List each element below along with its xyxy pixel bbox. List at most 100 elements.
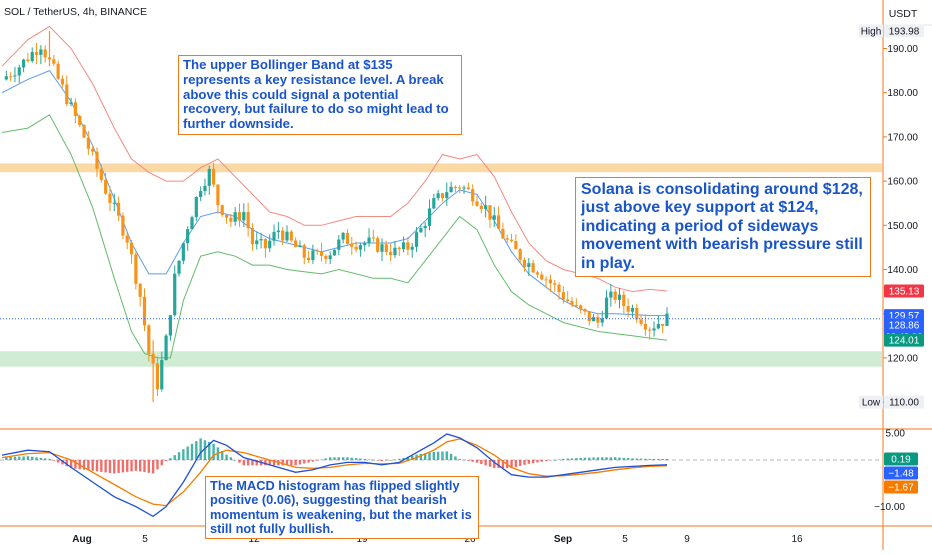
candle-body — [242, 212, 246, 221]
candle — [544, 276, 548, 288]
candle — [401, 236, 406, 253]
histogram-bar — [65, 460, 68, 467]
histogram-bar — [579, 457, 582, 460]
histogram-bar — [583, 457, 587, 460]
price-tag-value: 110.00 — [889, 398, 919, 409]
price-tag-label: Low — [862, 398, 881, 409]
histogram-bar — [419, 453, 423, 460]
candle — [341, 231, 345, 244]
histogram-bar — [242, 460, 246, 466]
candle-body — [34, 52, 39, 55]
candle — [367, 228, 371, 247]
histogram-bar — [143, 460, 146, 473]
candle-body — [142, 296, 147, 326]
price-tag-value: 128.86 — [889, 320, 920, 331]
candle — [557, 282, 561, 300]
candle-body — [423, 225, 427, 229]
candle — [237, 203, 242, 227]
candle — [263, 238, 268, 258]
histogram-bar — [648, 458, 651, 460]
histogram-bar — [609, 457, 613, 460]
candle-body — [505, 238, 509, 240]
histogram-bar — [43, 458, 47, 460]
candle — [600, 310, 604, 327]
candle-body — [285, 231, 289, 241]
histogram-bar — [264, 460, 267, 466]
candle — [181, 242, 185, 265]
candle — [479, 202, 483, 214]
candle — [661, 323, 665, 334]
candle-body — [216, 184, 220, 206]
histogram-bar — [108, 460, 112, 473]
histogram-bar — [251, 460, 254, 466]
histogram-bar — [665, 458, 669, 460]
candle — [492, 207, 496, 227]
histogram-bar — [475, 460, 479, 463]
histogram-bar — [406, 456, 410, 460]
candle — [363, 240, 367, 252]
histogram-bar — [484, 460, 487, 466]
candle-body — [39, 49, 43, 55]
histogram-bar — [592, 457, 595, 460]
macd-value-text: −1.48 — [888, 469, 914, 480]
candle — [462, 185, 466, 194]
candle-body — [104, 180, 108, 194]
candle-body — [9, 76, 13, 78]
candle — [207, 165, 211, 195]
candle-body — [432, 198, 436, 209]
macd-line — [1, 433, 668, 518]
candle-body — [263, 238, 268, 249]
candle — [56, 60, 60, 81]
candle — [561, 286, 565, 304]
histogram-bar — [134, 460, 138, 471]
candle — [203, 178, 207, 196]
candle-body — [255, 240, 259, 245]
histogram-bar — [39, 457, 43, 460]
candle-body — [488, 205, 492, 220]
candle — [579, 304, 583, 314]
histogram-bar — [652, 458, 656, 460]
candle-body — [496, 215, 501, 229]
histogram-bar — [341, 457, 345, 460]
histogram-bar — [601, 457, 604, 460]
candle — [211, 162, 216, 188]
histogram-bar — [233, 460, 237, 461]
histogram-bar — [523, 460, 526, 465]
candle-body — [475, 201, 479, 206]
candle-body — [518, 249, 522, 260]
candle-body — [289, 231, 293, 241]
candle — [4, 70, 8, 81]
x-tick-label: 26 — [464, 534, 476, 545]
candle-body — [332, 249, 337, 256]
candle — [224, 214, 229, 224]
candle-body — [13, 75, 17, 77]
histogram-bar — [173, 455, 176, 460]
candle-body — [591, 317, 596, 322]
histogram-bar — [160, 460, 163, 466]
candle — [108, 186, 112, 212]
candle — [9, 71, 13, 82]
price-tag: 135.13 — [884, 284, 924, 298]
candle-body — [233, 212, 237, 222]
candle-body — [73, 102, 78, 116]
candle — [95, 147, 99, 177]
candle-body — [341, 232, 345, 240]
candle — [345, 229, 350, 245]
histogram-bar — [18, 456, 21, 460]
candle-body — [648, 329, 652, 331]
candle-body — [380, 244, 384, 252]
candle-body — [82, 125, 86, 138]
candle-body — [324, 255, 328, 260]
histogram-bar — [423, 453, 427, 460]
price-tag-label: High — [861, 26, 882, 37]
candle — [596, 312, 600, 328]
histogram-bar — [367, 459, 371, 461]
histogram-bar — [121, 460, 125, 473]
candle-body — [665, 313, 669, 326]
y-tick-label: 140.00 — [887, 265, 918, 276]
y-tick-label: 190.00 — [887, 44, 918, 55]
candle — [505, 234, 509, 243]
candle-body — [17, 67, 21, 76]
candle — [164, 333, 168, 361]
candle — [199, 186, 203, 202]
